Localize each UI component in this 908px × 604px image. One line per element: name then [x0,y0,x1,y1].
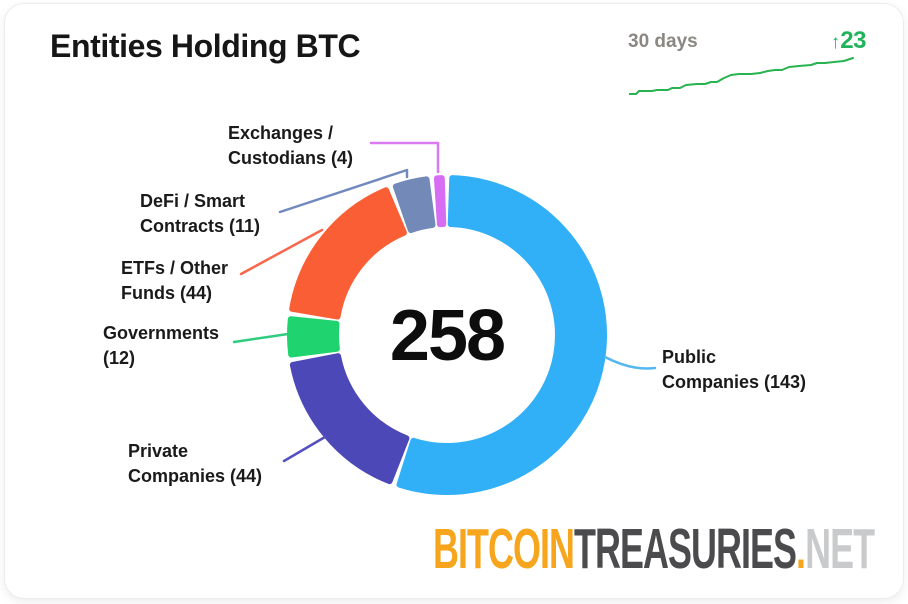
donut-segment-private-companies[interactable] [289,353,410,485]
period-label: 30 days [628,31,698,52]
logo-dot-text: . [795,517,806,581]
leader-line-private-companies [282,435,327,463]
label-public-companies: Public Companies (143) [662,347,807,392]
donut-segment-defi-smart-contracts[interactable] [392,176,436,234]
delta-badge: ↑23 [830,27,867,55]
page-title: Entities Holding BTC [50,28,361,64]
leader-line-defi-smart-contracts [278,168,409,214]
up-arrow-icon: ↑ [830,32,841,53]
label-governments: Governments (12) [103,323,220,368]
donut-center-total: 258 [389,296,506,376]
bitcointreasuries-logo[interactable]: BITCOINTREASURIES.NET [432,516,875,582]
donut-segment-governments[interactable] [287,316,340,358]
label-defi-smart-contracts: DeFi / Smart Contracts (11) [140,191,261,236]
sparkline-path [629,57,854,95]
donut-segment-exchanges-custodians[interactable] [433,175,447,228]
label-private-companies: Private Companies (44) [128,441,263,486]
leader-line-public-companies [603,355,657,370]
label-exchanges-custodians: Exchanges / Custodians (4) [228,123,354,168]
donut-segment-public-companies[interactable] [396,175,607,495]
sparkline-chart [629,57,854,95]
logo-treasuries-text: TREASURIES [573,517,797,581]
leader-line-exchanges-custodians [369,141,440,174]
label-etfs-other-funds: ETFs / Other Funds (44) [121,258,229,303]
delta-value: 23 [840,27,866,54]
chart-card [4,3,904,599]
logo-bitcoin-text: BITCOIN [432,517,575,581]
leader-line-governments [232,332,290,344]
leader-line-etfs-other-funds [239,228,324,276]
donut-segment-etfs-other-funds[interactable] [289,187,407,320]
logo-net-text: NET [805,517,875,581]
